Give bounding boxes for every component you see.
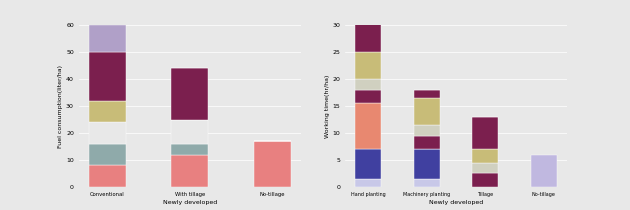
Bar xyxy=(355,22,382,52)
Bar xyxy=(355,79,382,90)
Bar xyxy=(89,122,126,144)
Bar xyxy=(355,52,382,79)
Bar xyxy=(414,98,440,125)
Bar xyxy=(355,179,382,187)
Bar xyxy=(89,165,126,187)
Bar xyxy=(414,136,440,149)
Bar xyxy=(414,90,440,98)
Bar xyxy=(171,144,209,155)
Y-axis label: Fuel consumption(liter/ha): Fuel consumption(liter/ha) xyxy=(58,64,63,148)
Bar xyxy=(472,163,498,173)
Bar xyxy=(171,155,209,187)
Y-axis label: Working time(hr/ha): Working time(hr/ha) xyxy=(324,74,329,138)
Bar xyxy=(414,125,440,136)
X-axis label: Newly developed: Newly developed xyxy=(429,200,483,205)
Bar xyxy=(530,155,557,187)
Legend: Machinery planting, Leveling with 16H, Ridging with 2R, Plowing with 7D, Plowing: Machinery planting, Leveling with 16H, R… xyxy=(428,28,487,68)
Bar xyxy=(355,103,382,149)
Bar xyxy=(89,144,126,165)
Bar xyxy=(472,173,498,187)
Bar xyxy=(355,90,382,103)
Bar xyxy=(171,119,209,144)
Bar xyxy=(472,149,498,163)
Bar xyxy=(89,52,126,101)
Bar xyxy=(89,101,126,122)
Bar xyxy=(171,68,209,119)
Bar xyxy=(253,141,290,187)
Bar xyxy=(89,25,126,52)
Bar xyxy=(414,179,440,187)
Bar xyxy=(355,149,382,179)
X-axis label: Newly developed: Newly developed xyxy=(163,200,217,205)
Bar xyxy=(472,117,498,149)
Bar xyxy=(414,149,440,179)
